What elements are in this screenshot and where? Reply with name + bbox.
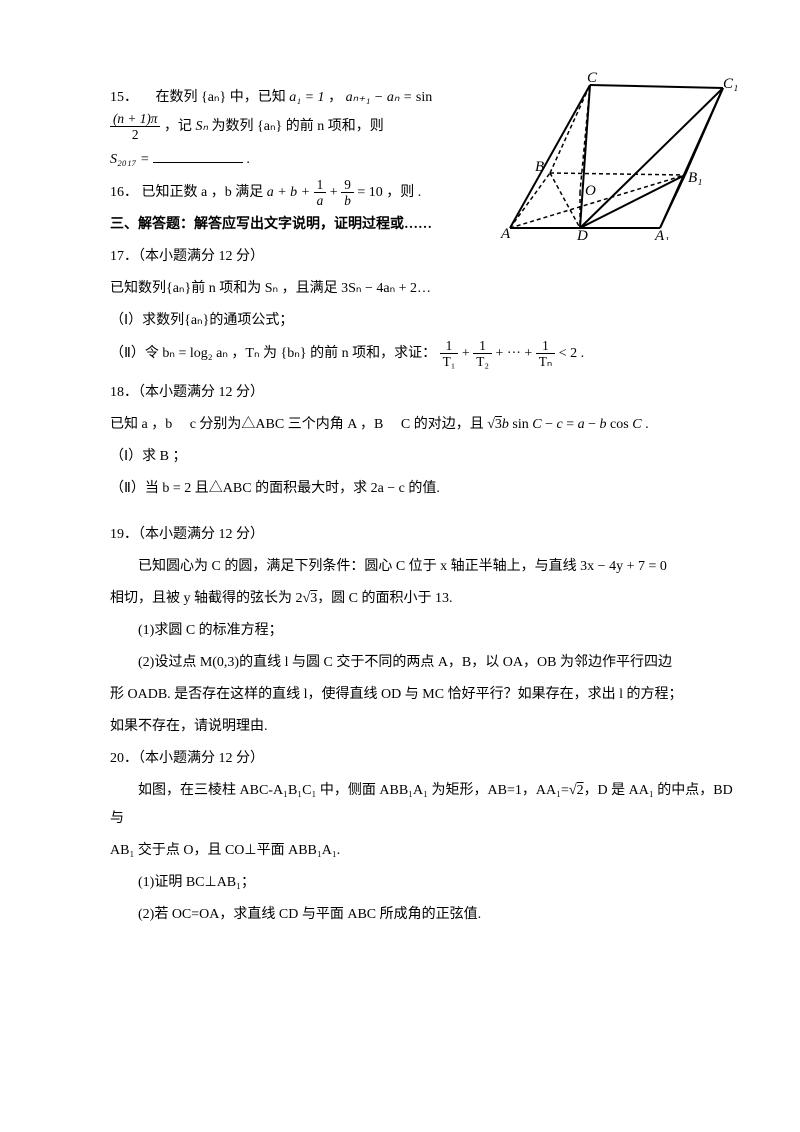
q15-line1: 15． 在数列 {aₙ} 中，已知 a₁ = 1 ， aₙ₊₁ − aₙ = s…: [110, 84, 740, 142]
q16-f2: 9 b: [341, 178, 354, 208]
q17-ft2: 1 T₂: [473, 339, 492, 369]
q16-num: 16．: [110, 185, 138, 200]
q17-p2a: （Ⅱ）令 bₙ = log₂ aₙ ，Tₙ 为 {bₙ} 的前 n 项和，求证：: [110, 346, 436, 361]
q15-frac: (n + 1)π 2: [110, 112, 160, 142]
q17-p2: （Ⅱ）令 bₙ = log₂ aₙ ，Tₙ 为 {bₙ} 的前 n 项和，求证：…: [110, 339, 740, 369]
q17-p1: （Ⅰ）求数列{aₙ}的通项公式；: [110, 307, 740, 335]
q16-f2n: 9: [341, 178, 354, 192]
q16-eqrhs: = 10: [357, 185, 382, 200]
q15-frac-den: 2: [110, 126, 160, 141]
q18-head: 18．（本小题满分 12 分）: [110, 379, 740, 407]
q16-plus: +: [330, 185, 341, 200]
q19-p2b: 形 OADB. 是否存在这样的直线 l，使得直线 OD 与 MC 恰好平行？如果…: [110, 681, 740, 709]
q16-mid: ，则: [386, 185, 414, 200]
q15-sep1: ，: [328, 90, 342, 105]
q15-blank: [153, 148, 243, 163]
q20-p1: (1)证明 BC⊥AB₁；: [110, 869, 740, 897]
q17-l1: 已知数列{aₙ}前 n 项和为 Sₙ ，且满足 3Sₙ − 4aₙ + 2…: [110, 275, 740, 303]
q16-tail: .: [418, 185, 422, 200]
section3-heading: 三、解答题：解答应写出文字说明，证明过程或……: [110, 211, 740, 239]
q15-tail: 的前 n 项和，则: [286, 119, 384, 134]
q19-p1: (1)求圆 C 的标准方程；: [110, 617, 740, 645]
q18-p1: （Ⅰ）求 B ；: [110, 443, 740, 471]
q18-p2: （Ⅱ）当 b = 2 且△ABC 的面积最大时，求 2a − c 的值.: [110, 475, 740, 503]
q17-ftnn: 1: [536, 339, 555, 353]
q19-l1: 已知圆心为 C 的圆，满足下列条件：圆心 C 位于 x 轴正半轴上，与直线 3x…: [110, 553, 740, 581]
q17-ftn: 1 Tₙ: [536, 339, 555, 369]
q20-l1: 如图，在三棱柱 ABC-A₁B₁C₁ 中，侧面 ABB₁A₁ 为矩形，AB=1，…: [110, 777, 740, 833]
q18-l1a: 已知 a ，b c 分别为△ABC 三个内角 A ，B C 的对边，且: [110, 417, 487, 432]
q16-lead: 已知正数 a ，b 满足: [142, 185, 267, 200]
q19-p2c: 如果不存在，请说明理由.: [110, 713, 740, 741]
q20-p2: (2)若 OC=OA，求直线 CD 与平面 ABC 所成角的正弦值.: [110, 901, 740, 929]
q15-num: 15．: [110, 90, 138, 105]
q18-l1: 已知 a ，b c 分别为△ABC 三个内角 A ，B C 的对边，且 √3b …: [110, 411, 740, 439]
q15-lead: 在数列: [156, 90, 198, 105]
q20-head: 20．（本小题满分 12 分）: [110, 745, 740, 773]
q19-l2b: ，圆 C 的面积小于 13.: [317, 591, 452, 606]
q15-mid3: 为数列: [212, 119, 254, 134]
q15-rec: aₙ₊₁ − aₙ =: [346, 90, 416, 105]
q15-period: .: [246, 152, 250, 167]
q16-eqlhs: a + b +: [267, 185, 314, 200]
q19-head: 19．（本小题满分 12 分）: [110, 521, 740, 549]
q15-Sn: Sₙ: [195, 119, 208, 134]
q15-mid1: 中，已知: [230, 90, 286, 105]
q20-l2: AB₁ 交于点 O，且 CO⊥平面 ABB₁A₁.: [110, 837, 740, 865]
q17-head: 17．（本小题满分 12 分）: [110, 243, 740, 271]
q16-f1n: 1: [314, 178, 327, 192]
q17-ft2d: T₂: [473, 353, 492, 368]
q19-p2a: (2)设过点 M(0,3)的直线 l 与圆 C 交于不同的两点 A，B，以 OA…: [110, 649, 740, 677]
q16-f1: 1 a: [314, 178, 327, 208]
q15-a1: a₁ = 1: [289, 90, 324, 105]
q19-l2: 相切，且被 y 轴截得的弦长为 2√3，圆 C 的面积小于 13.: [110, 585, 740, 613]
q17-lt2: < 2 .: [559, 346, 584, 361]
q15-line2: S₂₀₁₇ = .: [110, 146, 740, 174]
q20-l1a: 如图，在三棱柱 ABC-A₁B₁C₁ 中，侧面 ABB₁A₁ 为矩形，AB=1，…: [138, 783, 569, 798]
q16-line: 16． 已知正数 a ，b 满足 a + b + 1 a + 9 b = 10 …: [110, 178, 740, 208]
q17-ft1: 1 T₁: [440, 339, 459, 369]
q15-seq2: {aₙ}: [257, 119, 282, 134]
q16-f2d: b: [341, 192, 354, 207]
q17-ft2n: 1: [473, 339, 492, 353]
q15-mid2: ，记: [164, 119, 192, 134]
q17-ft1d: T₁: [440, 353, 459, 368]
q16-f1d: a: [314, 192, 327, 207]
q19-l2a: 相切，且被 y 轴截得的弦长为 2: [110, 591, 303, 606]
q17-ftnd: Tₙ: [536, 353, 555, 368]
q17-dots: + ··· +: [496, 346, 536, 361]
q15-frac-num: (n + 1)π: [110, 112, 160, 126]
q15-seq1: {aₙ}: [201, 90, 226, 105]
q17-ft1n: 1: [440, 339, 459, 353]
q18-eq: √3b sin C − c = a − b cos C .: [487, 417, 648, 432]
q17-plus1: +: [462, 346, 473, 361]
q15-s2017: S₂₀₁₇ =: [110, 152, 153, 167]
